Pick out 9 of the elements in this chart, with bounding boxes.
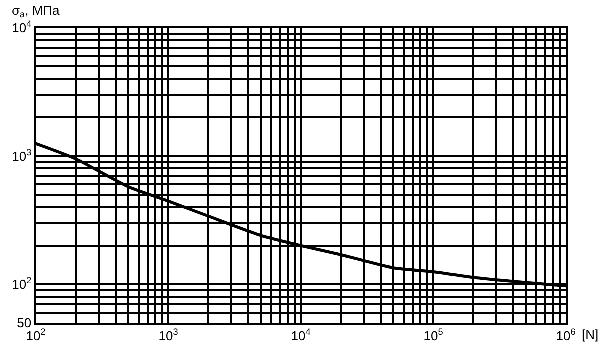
x-tick-label: 10$^{4}$ xyxy=(291,326,311,344)
x-tick-label: 10$^{6}$ xyxy=(556,326,576,344)
y-tick-label: 10$^{3}$ xyxy=(12,147,32,164)
y-tick-label: 10$^{2}$ xyxy=(12,276,32,292)
x-tick-label: 10$^{3}$ xyxy=(158,326,178,344)
y-tick-label: 10$^{4}$ xyxy=(12,19,32,36)
x-tick-label: 10$^{5}$ xyxy=(424,326,444,344)
x-axis-title: [N] xyxy=(582,327,599,342)
y-axis-title: σ$_{a}$, МПа xyxy=(12,3,60,20)
